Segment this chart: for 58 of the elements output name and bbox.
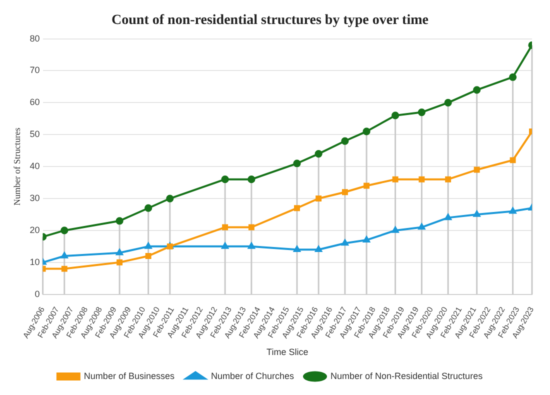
point bbox=[294, 205, 300, 212]
point bbox=[364, 182, 370, 189]
y-tick-label: 30 bbox=[30, 193, 40, 204]
point bbox=[60, 252, 68, 258]
point bbox=[314, 150, 322, 158]
point bbox=[221, 176, 229, 184]
point bbox=[341, 137, 349, 145]
point bbox=[362, 128, 370, 136]
point bbox=[144, 204, 152, 212]
point bbox=[166, 194, 174, 202]
point bbox=[418, 223, 426, 230]
point bbox=[316, 196, 322, 202]
y-tick-label: 40 bbox=[30, 161, 40, 172]
y-tick-label: 70 bbox=[30, 65, 40, 76]
point bbox=[145, 253, 152, 259]
legend-label: Number of Churches bbox=[210, 370, 295, 381]
point bbox=[473, 86, 481, 94]
point bbox=[342, 239, 348, 246]
point bbox=[509, 208, 516, 214]
point bbox=[418, 108, 426, 116]
point bbox=[248, 224, 254, 230]
point bbox=[392, 226, 399, 233]
legend-label: Number of Non-Residential Structures bbox=[330, 370, 484, 381]
legend-label: Number of Businesses bbox=[84, 370, 175, 381]
point bbox=[418, 176, 425, 182]
point bbox=[342, 189, 348, 196]
point bbox=[445, 176, 452, 182]
point bbox=[444, 214, 452, 220]
y-tick-label: 80 bbox=[30, 33, 40, 44]
point bbox=[116, 259, 123, 266]
y-tick-label: 0 bbox=[34, 288, 40, 299]
point bbox=[315, 246, 322, 252]
point bbox=[144, 242, 152, 249]
y-axis-title: Number of Structures bbox=[12, 127, 22, 206]
point bbox=[248, 242, 255, 249]
y-tick-label: 20 bbox=[30, 224, 40, 235]
point bbox=[392, 112, 400, 120]
chart-title: Count of non-residential structures by type over time bbox=[112, 13, 428, 28]
point bbox=[116, 249, 123, 256]
point bbox=[60, 226, 68, 234]
point bbox=[248, 176, 256, 184]
point bbox=[116, 217, 124, 225]
point bbox=[509, 73, 517, 81]
point bbox=[392, 176, 398, 182]
point bbox=[363, 236, 370, 242]
point bbox=[294, 246, 300, 252]
point bbox=[444, 98, 452, 106]
point bbox=[222, 224, 228, 230]
point bbox=[473, 210, 480, 217]
y-tick-label: 50 bbox=[30, 129, 40, 140]
point bbox=[474, 166, 480, 173]
point bbox=[222, 242, 228, 249]
point bbox=[510, 157, 516, 164]
y-tick-label: 60 bbox=[30, 97, 40, 108]
x-axis-title: Time Slice bbox=[266, 347, 308, 358]
point bbox=[61, 266, 68, 272]
y-tick-label: 10 bbox=[30, 256, 40, 267]
point bbox=[293, 160, 301, 168]
